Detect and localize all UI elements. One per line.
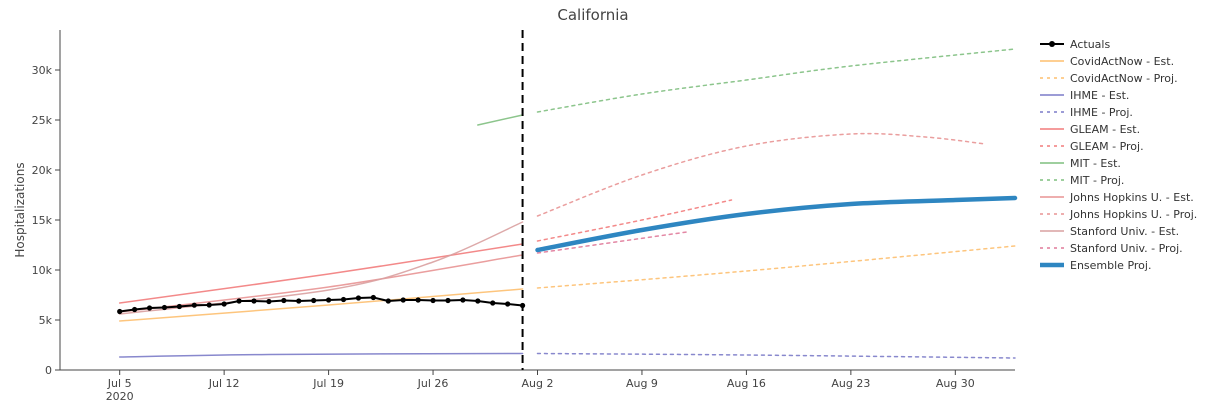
actuals-point	[430, 297, 436, 304]
legend-label: Ensemble Proj.	[1070, 259, 1151, 272]
x-tick-label: Aug 30	[936, 377, 975, 390]
actuals-point	[400, 297, 406, 303]
actuals-point	[415, 297, 421, 303]
actuals-point	[251, 298, 257, 304]
actuals-point	[266, 298, 272, 305]
actuals-point	[325, 297, 332, 303]
legend-item[interactable]: Stanford Univ. - Proj.	[1040, 242, 1183, 255]
series-line	[118, 352, 524, 358]
series-line	[536, 132, 986, 217]
actuals-point	[221, 301, 227, 307]
actuals-point	[296, 298, 302, 304]
actuals-point	[475, 298, 481, 304]
x-tick-label: Aug 2	[522, 377, 554, 390]
actuals-point	[117, 308, 123, 315]
actuals-point	[161, 304, 168, 311]
series-layer	[118, 48, 1018, 359]
legend-item[interactable]: Johns Hopkins U. - Proj.	[1040, 208, 1197, 221]
legend-label: Stanford Univ. - Proj.	[1070, 242, 1183, 255]
legend-item[interactable]: IHME - Proj.	[1040, 106, 1133, 119]
actuals-point	[311, 297, 317, 304]
actuals-point	[191, 302, 197, 308]
actuals-point	[281, 297, 287, 304]
actuals-line	[119, 296, 523, 313]
actuals-point	[355, 295, 362, 301]
legend: Actuals CovidActNow - Est. CovidActNow - P…	[1040, 38, 1197, 272]
actuals-point	[146, 305, 153, 311]
legend-label: CovidActNow - Proj.	[1070, 72, 1178, 85]
series-line	[118, 243, 524, 304]
legend-item[interactable]: Ensemble Proj.	[1040, 259, 1151, 272]
legend-item[interactable]: GLEAM - Est.	[1040, 123, 1140, 136]
legend-item[interactable]: IHME - Est.	[1040, 89, 1129, 102]
y-tick-label: 30k	[32, 64, 53, 77]
y-axis-ticks: 0 5k 10k 15k 20k 25k 30k	[32, 64, 60, 377]
actuals-point	[445, 297, 451, 304]
series-line	[536, 245, 1016, 289]
series-line	[536, 48, 1016, 113]
actuals-point	[132, 306, 138, 313]
x-tick-label: Jul 26	[417, 377, 449, 390]
actuals-point	[460, 297, 466, 303]
y-tick-label: 20k	[32, 164, 53, 177]
y-tick-label: 15k	[32, 214, 53, 227]
series-line	[118, 288, 524, 322]
y-tick-label: 0	[45, 364, 52, 377]
legend-label: IHME - Est.	[1070, 89, 1129, 102]
x-tick-label: Jul 19	[312, 377, 344, 390]
y-tick-label: 5k	[39, 314, 53, 327]
legend-marker	[1049, 41, 1055, 47]
x-tick-label: Aug 23	[831, 377, 870, 390]
actuals-layer	[117, 294, 526, 315]
actuals-point	[505, 301, 511, 307]
legend-label: GLEAM - Proj.	[1070, 140, 1144, 153]
series-line	[536, 231, 688, 254]
legend-label: Johns Hopkins U. - Proj.	[1069, 208, 1197, 221]
legend-label: Johns Hopkins U. - Est.	[1069, 191, 1194, 204]
actuals-point	[340, 296, 347, 303]
actuals-point	[385, 298, 391, 304]
legend-label: GLEAM - Est.	[1070, 123, 1140, 136]
x-tick-label: Aug 16	[727, 377, 766, 390]
actuals-point	[370, 294, 376, 301]
x-tick-label: Jul 5	[107, 377, 132, 390]
chart-title: California	[557, 6, 628, 24]
series-line	[536, 352, 1016, 359]
actuals-point	[490, 300, 496, 306]
series-line	[118, 254, 524, 313]
legend-label: Actuals	[1070, 38, 1110, 51]
y-tick-label: 25k	[32, 114, 53, 127]
legend-item[interactable]: Stanford Univ. - Est.	[1040, 225, 1179, 238]
actuals-point	[236, 298, 242, 304]
legend-label: IHME - Proj.	[1070, 106, 1133, 119]
y-axis-title: Hospitalizations	[13, 162, 27, 257]
x-tick-sublabel: 2020	[106, 390, 134, 402]
x-tick-label: Aug 9	[626, 377, 658, 390]
actuals-point	[176, 303, 182, 310]
legend-label: MIT - Est.	[1070, 157, 1121, 170]
series-line	[536, 199, 733, 242]
legend-item[interactable]: CovidActNow - Est.	[1040, 55, 1174, 68]
legend-label: Stanford Univ. - Est.	[1070, 225, 1179, 238]
series-line	[477, 114, 524, 126]
legend-item[interactable]: Johns Hopkins U. - Est.	[1040, 191, 1194, 204]
legend-item[interactable]: CovidActNow - Proj.	[1040, 72, 1178, 85]
actuals-point	[206, 302, 212, 308]
legend-item[interactable]: Actuals	[1040, 38, 1110, 51]
series-line	[535, 195, 1018, 253]
x-tick-label: Jul 12	[208, 377, 240, 390]
legend-item[interactable]: GLEAM - Proj.	[1040, 140, 1144, 153]
legend-item[interactable]: MIT - Proj.	[1040, 174, 1124, 187]
legend-item[interactable]: MIT - Est.	[1040, 157, 1121, 170]
y-tick-label: 10k	[32, 264, 53, 277]
legend-label: CovidActNow - Est.	[1070, 55, 1174, 68]
legend-label: MIT - Proj.	[1070, 174, 1124, 187]
